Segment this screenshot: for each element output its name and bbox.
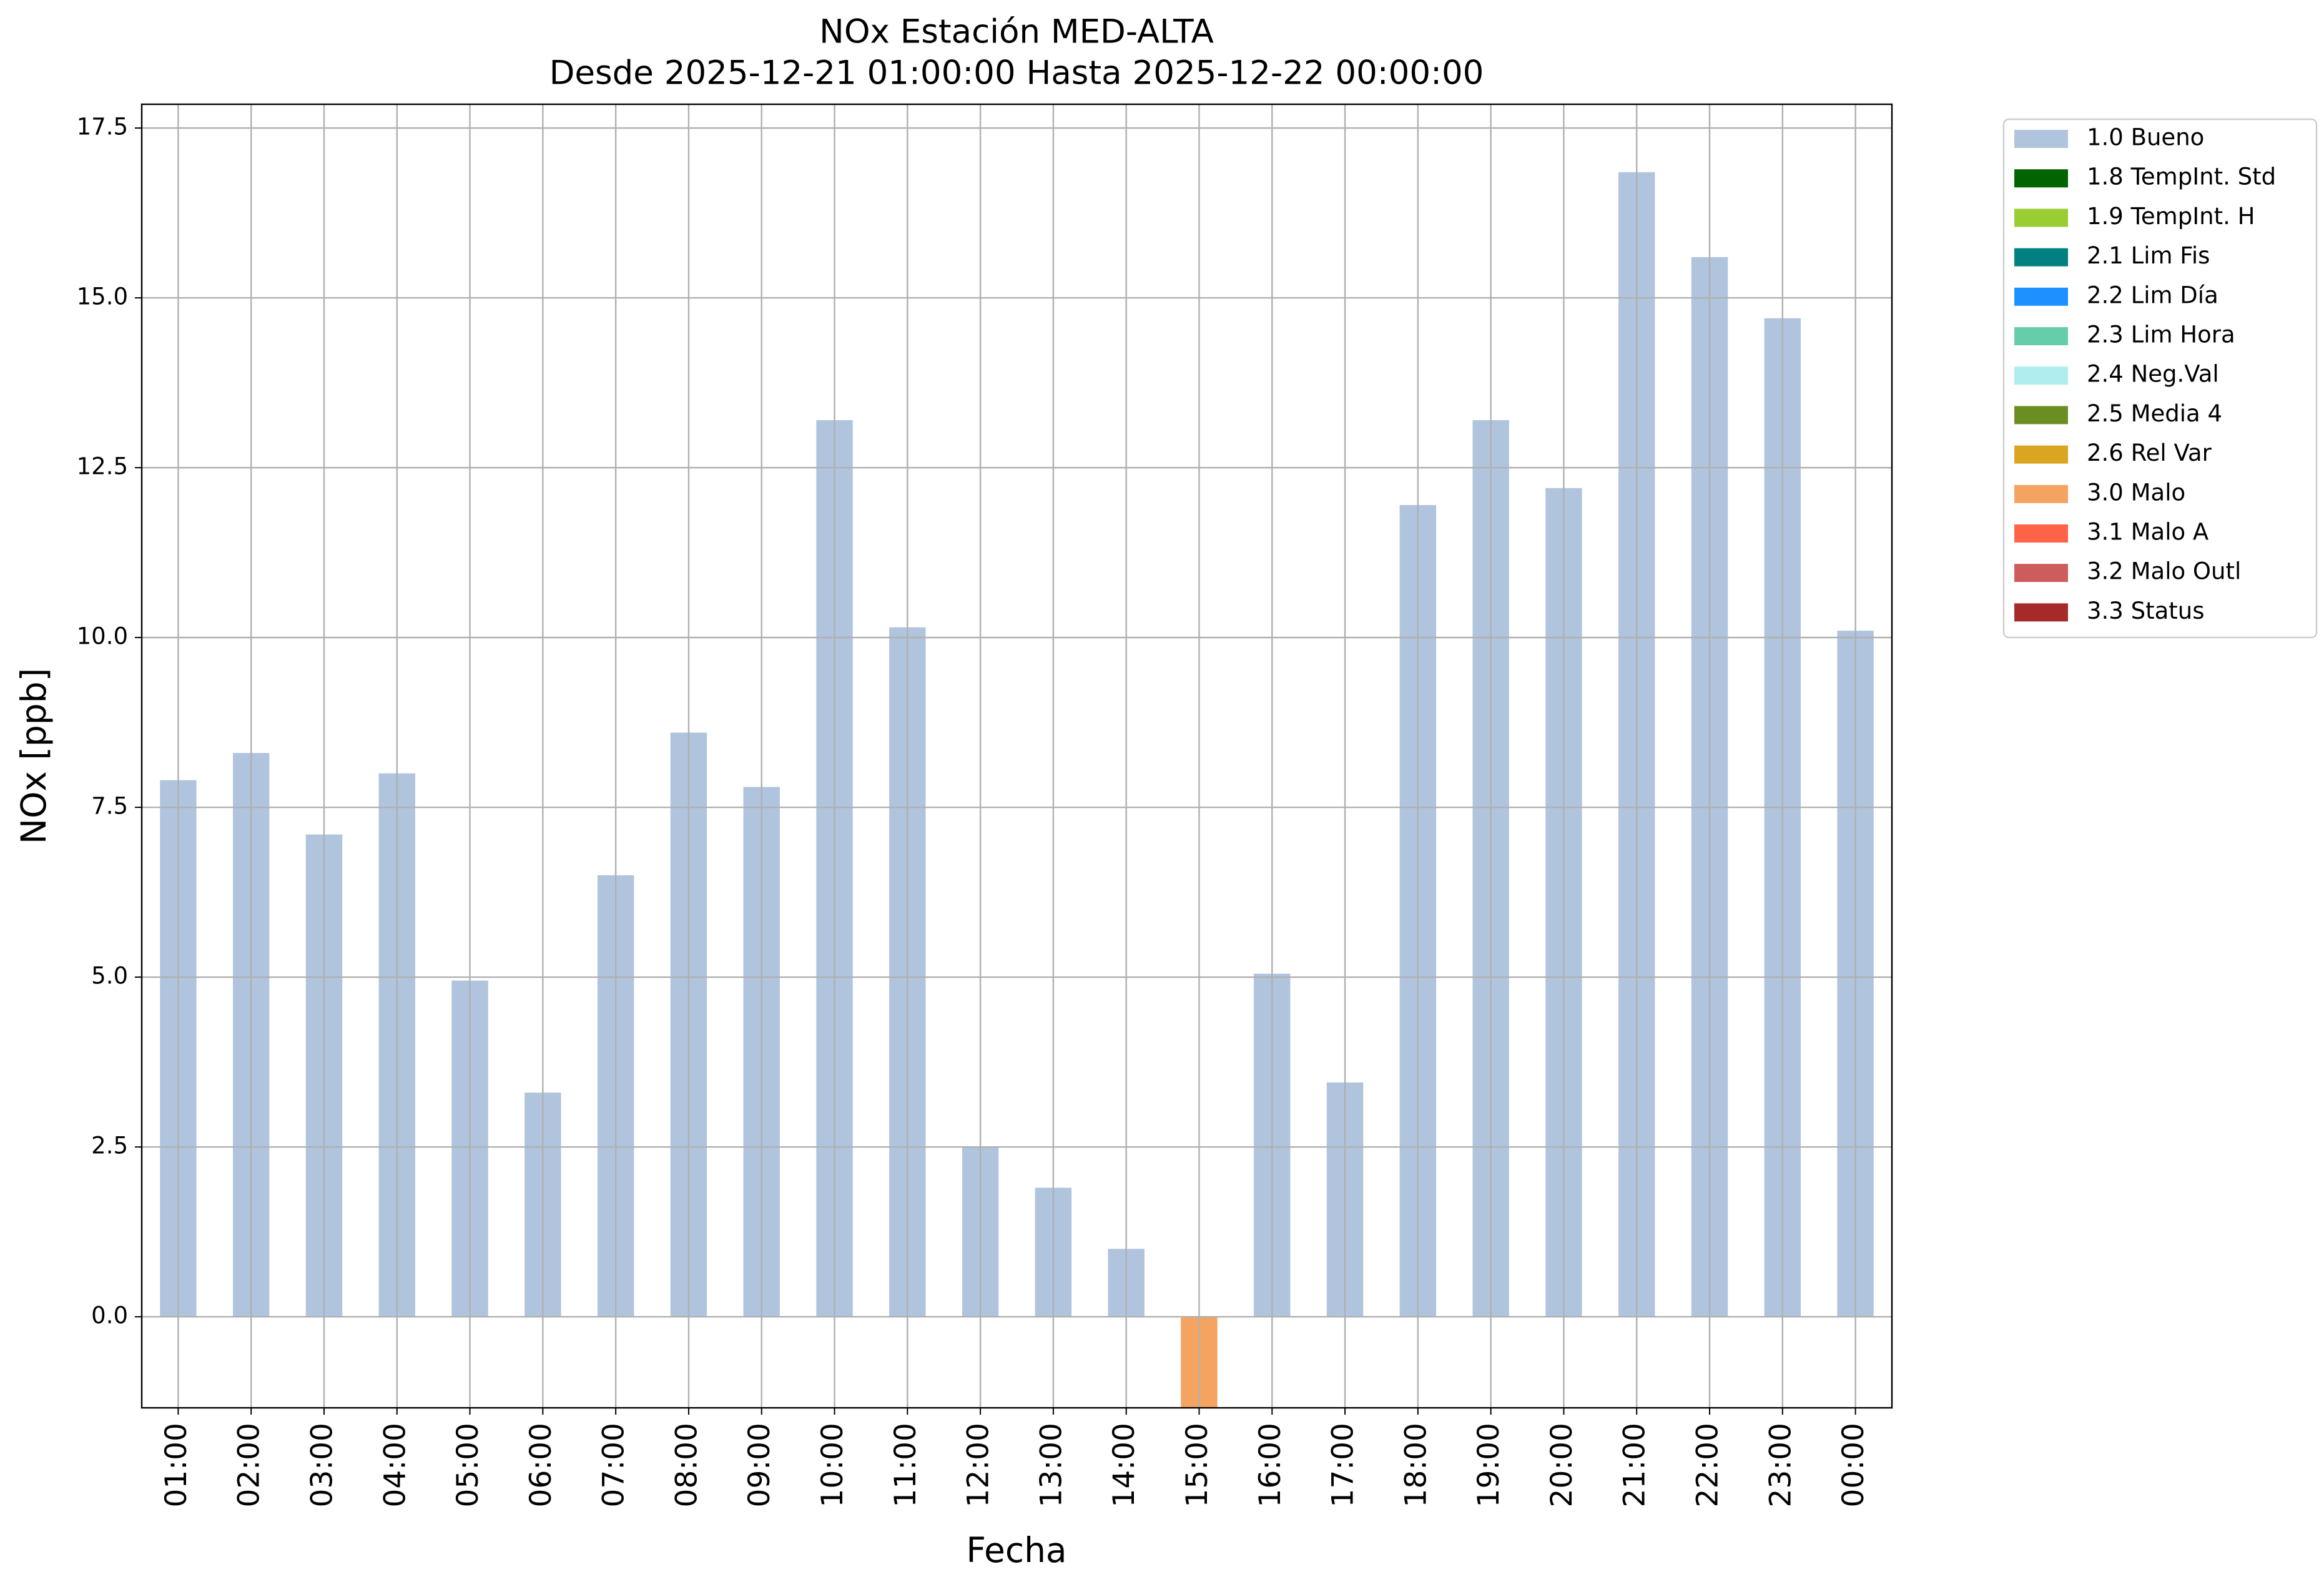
x-tick-label: 21:00 xyxy=(1618,1423,1652,1507)
x-tick-label: 12:00 xyxy=(962,1423,996,1507)
legend-swatch xyxy=(2014,287,2068,306)
legend-label: 2.6 Rel Var xyxy=(2087,440,2212,466)
legend-label: 1.9 TempInt. H xyxy=(2087,203,2255,230)
legend-label: 1.8 TempInt. Std xyxy=(2087,164,2276,190)
legend-label: 3.3 Status xyxy=(2087,597,2205,624)
x-tick-label: 15:00 xyxy=(1180,1423,1214,1507)
legend-label: 3.2 Malo Outl xyxy=(2087,558,2241,585)
x-tick-label: 05:00 xyxy=(451,1423,485,1507)
x-tick-label: 02:00 xyxy=(232,1423,267,1507)
y-tick-label: 7.5 xyxy=(91,793,128,820)
x-tick-label: 13:00 xyxy=(1034,1423,1068,1507)
legend-label: 2.2 Lim Día xyxy=(2087,282,2218,308)
legend-label: 3.1 Malo A xyxy=(2087,519,2208,546)
legend-swatch xyxy=(2014,327,2068,345)
x-axis-label: Fecha xyxy=(966,1530,1066,1570)
y-tick-label: 15.0 xyxy=(77,283,128,310)
y-tick-label: 2.5 xyxy=(91,1132,128,1159)
legend-swatch xyxy=(2014,564,2068,582)
x-tick-label: 16:00 xyxy=(1253,1423,1288,1507)
x-tick-label: 03:00 xyxy=(305,1423,339,1507)
legend-swatch xyxy=(2014,445,2068,464)
x-tick-label: 23:00 xyxy=(1763,1423,1798,1507)
y-tick-label: 5.0 xyxy=(91,963,128,990)
grid: 0.0 2.5 5.0 7.5 10.0 12.5 15.0 17.5 01:00 02:00 03… xyxy=(77,104,1892,1507)
x-tick-label: 01:00 xyxy=(159,1423,194,1507)
x-tick-label: 11:00 xyxy=(889,1423,923,1507)
x-tick-label: 04:00 xyxy=(378,1423,412,1507)
legend-swatch xyxy=(2014,524,2068,543)
x-tick-label: 00:00 xyxy=(1836,1423,1871,1507)
legend-swatch xyxy=(2014,406,2068,425)
x-tick-label: 20:00 xyxy=(1545,1423,1579,1507)
x-tick-label: 10:00 xyxy=(815,1423,850,1507)
legend-label: 3.0 Malo xyxy=(2087,479,2185,506)
chart-subtitle: Desde 2025-12-21 01:00:00 Hasta 2025-12-… xyxy=(549,54,1484,92)
legend-swatch xyxy=(2014,484,2068,503)
legend-swatch xyxy=(2014,169,2068,188)
legend-label: 1.0 Bueno xyxy=(2087,124,2204,151)
legend xyxy=(2002,118,2318,639)
x-tick-label: 18:00 xyxy=(1399,1423,1433,1507)
plot-frame xyxy=(140,103,1893,1409)
chart-title: NOx Estación MED-ALTA xyxy=(819,13,1214,51)
y-tick-label: 10.0 xyxy=(77,623,128,650)
legend-swatch xyxy=(2014,366,2068,385)
plot-area xyxy=(160,172,1874,1408)
y-axis-label: NOx [ppb] xyxy=(14,668,54,844)
legend-entries: 1.0 Bueno 1.8 TempInt. Std 1.9 TempInt. H 2… xyxy=(2014,124,2276,624)
x-tick-label: 06:00 xyxy=(524,1423,558,1507)
legend-swatch xyxy=(2014,209,2068,227)
y-tick-label: 12.5 xyxy=(77,453,128,480)
x-tick-label: 08:00 xyxy=(669,1423,704,1507)
y-tick-label: 17.5 xyxy=(77,114,128,140)
legend-label: 2.3 Lim Hora xyxy=(2087,322,2235,348)
x-tick-label: 17:00 xyxy=(1326,1423,1361,1507)
x-tick-label: 09:00 xyxy=(742,1423,777,1507)
legend-swatch xyxy=(2014,248,2068,267)
y-tick-label: 0.0 xyxy=(91,1302,128,1329)
legend-swatch xyxy=(2014,130,2068,148)
x-tick-label: 19:00 xyxy=(1472,1423,1506,1507)
x-tick-label: 07:00 xyxy=(597,1423,631,1507)
legend-swatch xyxy=(2014,603,2068,622)
legend-label: 2.5 Media 4 xyxy=(2087,400,2222,427)
legend-label: 2.4 Neg.Val xyxy=(2087,361,2219,388)
legend-label: 2.1 Lim Fis xyxy=(2087,242,2210,269)
x-tick-label: 14:00 xyxy=(1107,1423,1141,1507)
x-tick-label: 22:00 xyxy=(1691,1423,1725,1507)
